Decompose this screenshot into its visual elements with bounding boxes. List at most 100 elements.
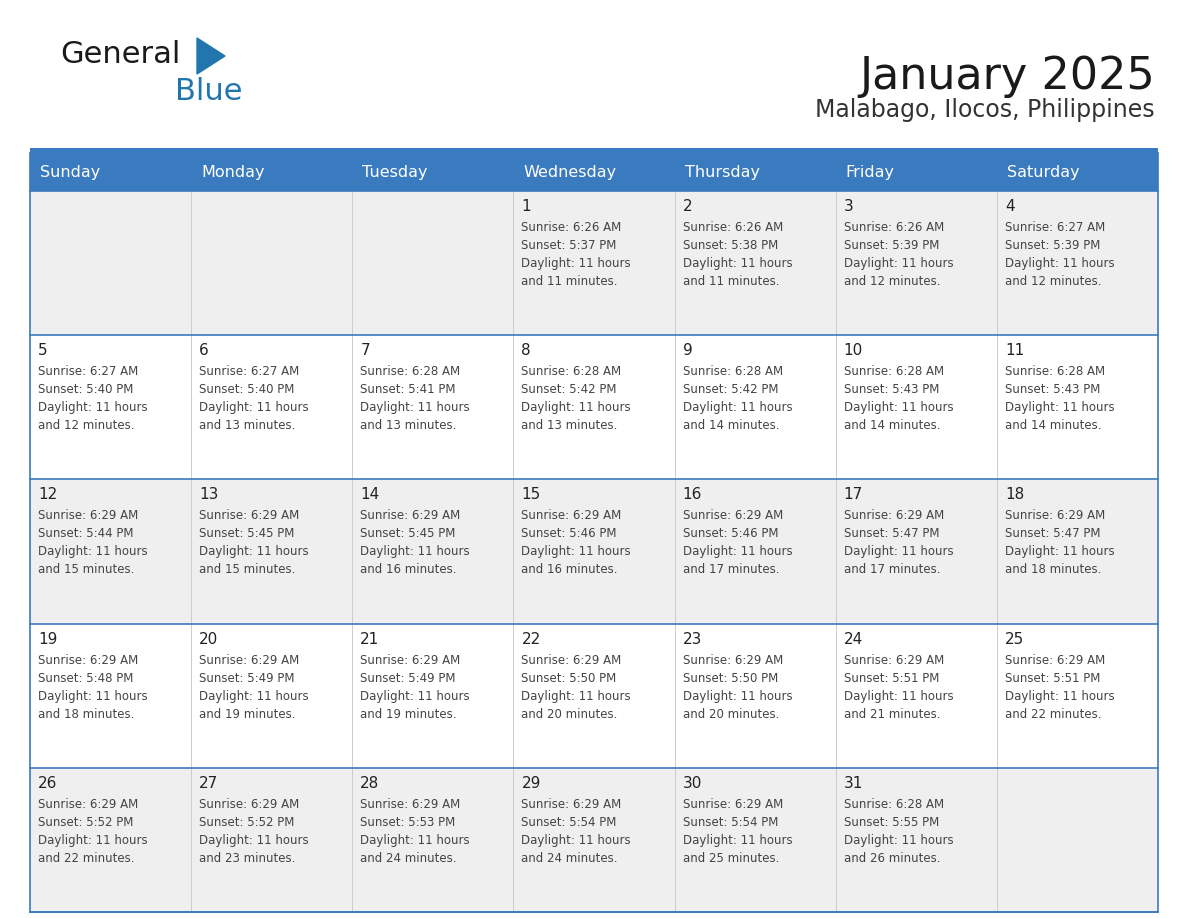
Bar bbox=[30, 153, 1158, 912]
Text: Sunrise: 6:29 AM: Sunrise: 6:29 AM bbox=[683, 798, 783, 811]
Text: Sunrise: 6:26 AM: Sunrise: 6:26 AM bbox=[522, 221, 621, 234]
Text: 30: 30 bbox=[683, 776, 702, 790]
Bar bbox=[513, 153, 675, 191]
Text: Sunset: 5:42 PM: Sunset: 5:42 PM bbox=[683, 383, 778, 397]
Text: Daylight: 11 hours: Daylight: 11 hours bbox=[683, 401, 792, 414]
Text: and 15 minutes.: and 15 minutes. bbox=[38, 564, 134, 577]
Text: Daylight: 11 hours: Daylight: 11 hours bbox=[200, 689, 309, 702]
Text: Sunrise: 6:27 AM: Sunrise: 6:27 AM bbox=[1005, 221, 1105, 234]
Polygon shape bbox=[197, 38, 225, 74]
Text: Sunset: 5:51 PM: Sunset: 5:51 PM bbox=[1005, 672, 1100, 685]
Bar bbox=[997, 153, 1158, 191]
Text: and 19 minutes.: and 19 minutes. bbox=[360, 708, 456, 721]
Text: Sunrise: 6:29 AM: Sunrise: 6:29 AM bbox=[200, 509, 299, 522]
Text: 12: 12 bbox=[38, 487, 57, 502]
Text: and 24 minutes.: and 24 minutes. bbox=[360, 852, 456, 865]
Text: Sunrise: 6:27 AM: Sunrise: 6:27 AM bbox=[38, 365, 138, 378]
Bar bbox=[30, 153, 191, 191]
Text: 28: 28 bbox=[360, 776, 379, 790]
Text: Daylight: 11 hours: Daylight: 11 hours bbox=[843, 545, 953, 558]
Text: Daylight: 11 hours: Daylight: 11 hours bbox=[1005, 689, 1114, 702]
Text: Daylight: 11 hours: Daylight: 11 hours bbox=[683, 257, 792, 270]
Text: and 22 minutes.: and 22 minutes. bbox=[1005, 708, 1101, 721]
Text: Sunrise: 6:29 AM: Sunrise: 6:29 AM bbox=[843, 654, 944, 666]
Text: 13: 13 bbox=[200, 487, 219, 502]
Text: Sunrise: 6:29 AM: Sunrise: 6:29 AM bbox=[522, 509, 621, 522]
Text: Sunrise: 6:27 AM: Sunrise: 6:27 AM bbox=[200, 365, 299, 378]
Text: Blue: Blue bbox=[175, 77, 242, 106]
Text: Thursday: Thursday bbox=[684, 164, 759, 180]
Text: and 16 minutes.: and 16 minutes. bbox=[522, 564, 618, 577]
Text: Sunrise: 6:29 AM: Sunrise: 6:29 AM bbox=[1005, 509, 1105, 522]
Text: Sunset: 5:39 PM: Sunset: 5:39 PM bbox=[843, 239, 939, 252]
Text: Monday: Monday bbox=[201, 164, 265, 180]
Text: and 14 minutes.: and 14 minutes. bbox=[683, 420, 779, 432]
Text: Sunrise: 6:29 AM: Sunrise: 6:29 AM bbox=[360, 654, 461, 666]
Bar bbox=[835, 153, 997, 191]
Text: Daylight: 11 hours: Daylight: 11 hours bbox=[360, 834, 470, 846]
Text: and 14 minutes.: and 14 minutes. bbox=[1005, 420, 1101, 432]
Text: and 13 minutes.: and 13 minutes. bbox=[360, 420, 456, 432]
Text: and 17 minutes.: and 17 minutes. bbox=[843, 564, 940, 577]
Text: Daylight: 11 hours: Daylight: 11 hours bbox=[200, 834, 309, 846]
Text: Daylight: 11 hours: Daylight: 11 hours bbox=[38, 834, 147, 846]
Text: 11: 11 bbox=[1005, 343, 1024, 358]
Text: Sunset: 5:46 PM: Sunset: 5:46 PM bbox=[683, 528, 778, 541]
Text: Sunday: Sunday bbox=[40, 164, 100, 180]
Text: Sunrise: 6:29 AM: Sunrise: 6:29 AM bbox=[200, 798, 299, 811]
Text: Sunset: 5:49 PM: Sunset: 5:49 PM bbox=[200, 672, 295, 685]
Text: and 20 minutes.: and 20 minutes. bbox=[522, 708, 618, 721]
Text: 24: 24 bbox=[843, 632, 862, 646]
Text: Daylight: 11 hours: Daylight: 11 hours bbox=[683, 545, 792, 558]
Bar bbox=[30, 335, 1158, 479]
Text: Sunset: 5:42 PM: Sunset: 5:42 PM bbox=[522, 383, 617, 397]
Text: 9: 9 bbox=[683, 343, 693, 358]
Text: Sunrise: 6:29 AM: Sunrise: 6:29 AM bbox=[1005, 654, 1105, 666]
Text: Wednesday: Wednesday bbox=[524, 164, 617, 180]
Text: and 11 minutes.: and 11 minutes. bbox=[683, 275, 779, 288]
Text: 29: 29 bbox=[522, 776, 541, 790]
Text: Daylight: 11 hours: Daylight: 11 hours bbox=[522, 257, 631, 270]
Text: 21: 21 bbox=[360, 632, 379, 646]
Text: Sunrise: 6:29 AM: Sunrise: 6:29 AM bbox=[38, 509, 138, 522]
Text: Sunset: 5:45 PM: Sunset: 5:45 PM bbox=[360, 528, 456, 541]
Text: Sunset: 5:52 PM: Sunset: 5:52 PM bbox=[200, 816, 295, 829]
Text: Sunset: 5:54 PM: Sunset: 5:54 PM bbox=[683, 816, 778, 829]
Text: Sunset: 5:41 PM: Sunset: 5:41 PM bbox=[360, 383, 456, 397]
Text: Malabago, Ilocos, Philippines: Malabago, Ilocos, Philippines bbox=[815, 98, 1155, 122]
Text: Daylight: 11 hours: Daylight: 11 hours bbox=[38, 689, 147, 702]
Text: Sunrise: 6:29 AM: Sunrise: 6:29 AM bbox=[843, 509, 944, 522]
Text: Daylight: 11 hours: Daylight: 11 hours bbox=[843, 401, 953, 414]
Text: 8: 8 bbox=[522, 343, 531, 358]
Text: Saturday: Saturday bbox=[1007, 164, 1080, 180]
Text: Daylight: 11 hours: Daylight: 11 hours bbox=[360, 545, 470, 558]
Text: and 20 minutes.: and 20 minutes. bbox=[683, 708, 779, 721]
Text: and 18 minutes.: and 18 minutes. bbox=[38, 708, 134, 721]
Text: 23: 23 bbox=[683, 632, 702, 646]
Text: Sunrise: 6:29 AM: Sunrise: 6:29 AM bbox=[360, 509, 461, 522]
Text: and 23 minutes.: and 23 minutes. bbox=[200, 852, 296, 865]
Text: Sunset: 5:43 PM: Sunset: 5:43 PM bbox=[1005, 383, 1100, 397]
Text: Sunset: 5:40 PM: Sunset: 5:40 PM bbox=[200, 383, 295, 397]
Text: 6: 6 bbox=[200, 343, 209, 358]
Text: Sunrise: 6:28 AM: Sunrise: 6:28 AM bbox=[843, 365, 943, 378]
Text: Sunrise: 6:28 AM: Sunrise: 6:28 AM bbox=[522, 365, 621, 378]
Text: and 12 minutes.: and 12 minutes. bbox=[843, 275, 940, 288]
Text: 3: 3 bbox=[843, 199, 853, 214]
Text: 14: 14 bbox=[360, 487, 379, 502]
Text: Daylight: 11 hours: Daylight: 11 hours bbox=[522, 545, 631, 558]
Text: Sunset: 5:47 PM: Sunset: 5:47 PM bbox=[843, 528, 940, 541]
Text: Sunrise: 6:29 AM: Sunrise: 6:29 AM bbox=[522, 798, 621, 811]
Text: Sunset: 5:54 PM: Sunset: 5:54 PM bbox=[522, 816, 617, 829]
Text: Sunrise: 6:29 AM: Sunrise: 6:29 AM bbox=[38, 654, 138, 666]
Text: Sunrise: 6:29 AM: Sunrise: 6:29 AM bbox=[683, 509, 783, 522]
Text: 27: 27 bbox=[200, 776, 219, 790]
Text: and 16 minutes.: and 16 minutes. bbox=[360, 564, 456, 577]
Text: and 17 minutes.: and 17 minutes. bbox=[683, 564, 779, 577]
Text: and 26 minutes.: and 26 minutes. bbox=[843, 852, 940, 865]
Text: Sunrise: 6:28 AM: Sunrise: 6:28 AM bbox=[683, 365, 783, 378]
Text: 16: 16 bbox=[683, 487, 702, 502]
Text: Daylight: 11 hours: Daylight: 11 hours bbox=[683, 834, 792, 846]
Text: 7: 7 bbox=[360, 343, 369, 358]
Text: Daylight: 11 hours: Daylight: 11 hours bbox=[200, 545, 309, 558]
